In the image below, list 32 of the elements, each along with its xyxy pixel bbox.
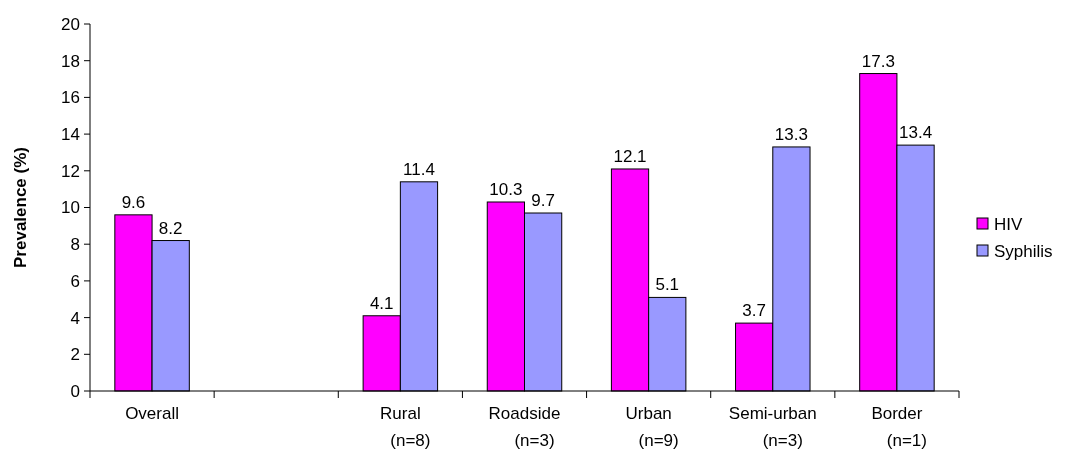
y-tick-label: 18 — [61, 51, 80, 71]
y-tick-label: 2 — [70, 345, 80, 365]
x-tick-label: Border (n=1) — [871, 404, 928, 450]
legend-label: Syphilis — [994, 241, 1053, 261]
data-label: 10.3 — [489, 179, 523, 199]
data-label: 11.4 — [403, 159, 435, 179]
y-tick-label: 14 — [61, 125, 80, 145]
x-tick-label: Semi-urban (n=3) — [728, 404, 817, 450]
data-label: 5.1 — [655, 275, 680, 295]
x-tick-label: Rural (n=8) — [380, 404, 431, 450]
data-label: 12.1 — [613, 146, 647, 166]
x-tick-label: Urban (n=9) — [625, 404, 679, 450]
y-tick-label: 0 — [70, 381, 80, 401]
y-tick-label: 12 — [61, 161, 80, 181]
data-label: 13.3 — [774, 124, 808, 144]
data-label: 17.3 — [861, 51, 895, 71]
y-tick-label: 16 — [61, 88, 80, 108]
data-label: 9.7 — [531, 191, 555, 211]
data-label: 8.2 — [158, 218, 183, 238]
y-tick-label: 6 — [70, 271, 80, 291]
y-tick-label: 4 — [70, 308, 80, 328]
y-tick-label: 8 — [70, 235, 80, 255]
x-tick-label: Overall — [125, 404, 179, 423]
y-tick-label: 20 — [61, 14, 80, 34]
data-label: 4.1 — [369, 293, 394, 313]
data-label: 13.4 — [899, 123, 933, 143]
data-label: 9.6 — [121, 192, 146, 212]
y-tick-label: 10 — [61, 198, 80, 218]
data-label: 3.7 — [742, 301, 766, 321]
x-tick-label: Roadside (n=3) — [488, 404, 561, 450]
legend-label: HIV — [994, 214, 1023, 234]
y-axis-title: Prevalence (%) — [11, 147, 30, 268]
